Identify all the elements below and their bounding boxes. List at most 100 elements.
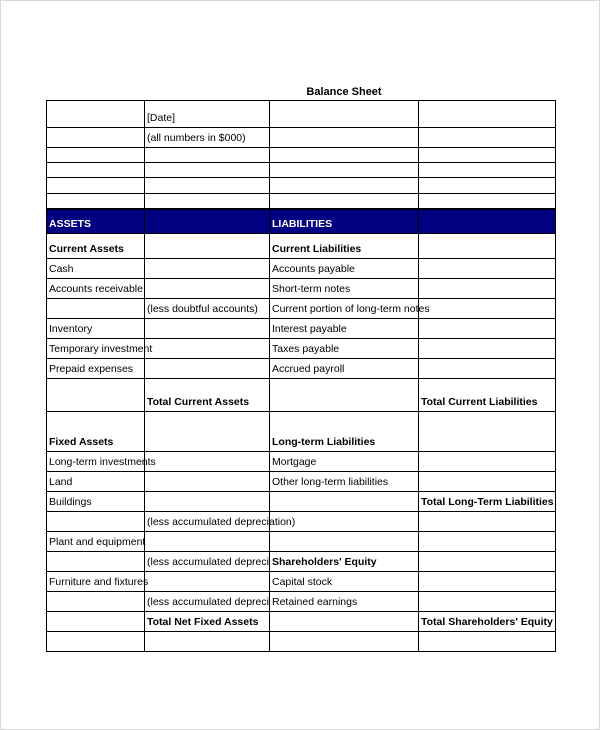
table-cell[interactable] <box>46 591 145 612</box>
table-cell[interactable]: Cash <box>46 258 145 279</box>
table-cell[interactable] <box>418 298 556 319</box>
table-cell[interactable] <box>418 100 556 128</box>
table-cell[interactable] <box>269 611 419 632</box>
table-cell[interactable]: (less accumulated depreciation) <box>144 511 295 532</box>
table-cell[interactable] <box>144 233 270 259</box>
table-cell[interactable]: Temporary investment <box>46 338 152 359</box>
table-cell[interactable] <box>418 551 556 572</box>
table-cell[interactable]: Furniture and fixtures <box>46 571 148 592</box>
table-cell[interactable] <box>418 127 556 148</box>
table-cell[interactable]: Current portion of long-term notes <box>269 298 430 319</box>
table-cell[interactable] <box>144 162 270 178</box>
table-cell[interactable] <box>418 631 556 652</box>
table-cell[interactable] <box>46 147 145 163</box>
table-cell[interactable] <box>418 258 556 279</box>
table-cell[interactable] <box>269 193 419 209</box>
table-cell[interactable]: Long-term investments <box>46 451 156 472</box>
table-cell[interactable]: Total Current Assets <box>144 378 270 412</box>
table-cell[interactable] <box>144 411 270 452</box>
table-cell[interactable] <box>418 338 556 359</box>
table-cell[interactable]: Taxes payable <box>269 338 419 359</box>
table-cell[interactable]: LIABILITIES <box>269 207 419 234</box>
table-cell[interactable] <box>144 193 270 209</box>
table-cell[interactable] <box>418 531 556 552</box>
table-cell[interactable] <box>46 378 145 412</box>
table-cell[interactable]: Shareholders' Equity <box>269 551 419 572</box>
table-cell[interactable] <box>144 631 270 652</box>
table-cell[interactable]: Buildings <box>46 491 145 512</box>
table-cell[interactable] <box>144 338 270 359</box>
table-cell[interactable] <box>144 471 270 492</box>
table-cell[interactable] <box>418 591 556 612</box>
table-cell[interactable]: Total Net Fixed Assets <box>144 611 270 632</box>
table-cell[interactable]: (all numbers in $000) <box>144 127 270 148</box>
table-cell[interactable]: (less doubtful accounts) <box>144 298 270 319</box>
table-cell[interactable] <box>144 451 270 472</box>
table-cell[interactable]: Prepaid expenses <box>46 358 145 379</box>
table-cell[interactable] <box>418 411 556 452</box>
table-cell[interactable]: Other long-term liabilities <box>269 471 419 492</box>
table-cell[interactable] <box>269 531 419 552</box>
table-cell[interactable]: Total Current Liabilities <box>418 378 556 412</box>
table-cell[interactable] <box>418 162 556 178</box>
table-cell[interactable] <box>269 127 419 148</box>
table-cell[interactable]: (less accumulated depreciation) <box>144 591 270 612</box>
table-cell[interactable]: Fixed Assets <box>46 411 145 452</box>
table-cell[interactable]: [Date] <box>144 100 270 128</box>
table-cell[interactable] <box>269 631 419 652</box>
table-cell[interactable] <box>144 207 270 234</box>
table-cell[interactable]: Plant and equipment <box>46 531 145 552</box>
table-cell[interactable]: Accounts receivable <box>46 278 145 299</box>
table-cell[interactable] <box>46 100 145 128</box>
table-cell[interactable] <box>46 631 145 652</box>
table-cell[interactable] <box>144 258 270 279</box>
table-cell[interactable] <box>46 298 145 319</box>
table-cell[interactable] <box>418 358 556 379</box>
table-cell[interactable] <box>418 278 556 299</box>
table-cell[interactable]: Interest payable <box>269 318 419 339</box>
table-cell[interactable]: Long-term Liabilities <box>269 411 419 452</box>
table-cell[interactable] <box>46 162 145 178</box>
table-cell[interactable] <box>144 278 270 299</box>
table-cell[interactable] <box>46 177 145 194</box>
table-cell[interactable]: ASSETS <box>46 207 145 234</box>
table-cell[interactable] <box>269 491 419 512</box>
table-cell[interactable] <box>418 193 556 209</box>
table-cell[interactable] <box>144 571 270 592</box>
table-cell[interactable] <box>269 177 419 194</box>
table-cell[interactable]: Total Long-Term Liabilities <box>418 491 556 512</box>
table-cell[interactable]: Mortgage <box>269 451 419 472</box>
table-cell[interactable] <box>418 571 556 592</box>
table-cell[interactable] <box>269 100 419 128</box>
table-cell[interactable] <box>46 193 145 209</box>
table-cell[interactable] <box>144 358 270 379</box>
table-cell[interactable]: (less accumulated depreciation) <box>144 551 270 572</box>
table-cell[interactable] <box>46 127 145 148</box>
table-cell[interactable] <box>418 177 556 194</box>
table-cell[interactable] <box>144 177 270 194</box>
table-cell[interactable] <box>46 611 145 632</box>
table-cell[interactable] <box>418 471 556 492</box>
table-cell[interactable] <box>418 207 556 234</box>
table-cell[interactable] <box>144 531 270 552</box>
table-cell[interactable] <box>418 451 556 472</box>
table-cell[interactable]: Accrued payroll <box>269 358 419 379</box>
table-cell[interactable] <box>269 162 419 178</box>
table-cell[interactable] <box>144 147 270 163</box>
table-cell[interactable]: Inventory <box>46 318 145 339</box>
table-cell[interactable]: Current Liabilities <box>269 233 419 259</box>
table-cell[interactable] <box>144 491 270 512</box>
table-cell[interactable] <box>418 511 556 532</box>
table-cell[interactable] <box>269 147 419 163</box>
table-cell[interactable] <box>418 318 556 339</box>
table-cell[interactable] <box>144 318 270 339</box>
table-cell[interactable] <box>46 551 145 572</box>
table-cell[interactable]: Land <box>46 471 145 492</box>
table-cell[interactable]: Short-term notes <box>269 278 419 299</box>
table-cell[interactable]: Capital stock <box>269 571 419 592</box>
table-cell[interactable]: Total Shareholders' Equity <box>418 611 556 632</box>
table-cell[interactable]: Retained earnings <box>269 591 419 612</box>
table-cell[interactable]: Current Assets <box>46 233 145 259</box>
table-cell[interactable] <box>46 511 145 532</box>
table-cell[interactable] <box>418 233 556 259</box>
